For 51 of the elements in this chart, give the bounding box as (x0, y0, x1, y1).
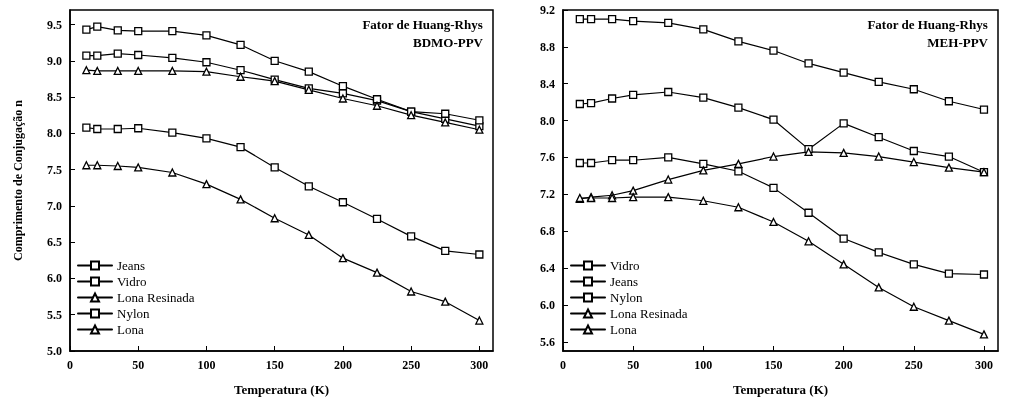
y-tick-label: 9.5 (47, 17, 62, 32)
y-tick-label: 6.0 (47, 271, 62, 286)
y-tick-label: 7.6 (540, 150, 555, 165)
y-tick-label: 5.0 (47, 344, 62, 358)
y-tick-label: 8.0 (540, 113, 555, 128)
y-tick-label: 6.8 (540, 224, 555, 239)
x-tick-label: 0 (67, 358, 73, 372)
y-tick-label: 9.0 (47, 53, 62, 68)
y-tick-label: 6.0 (540, 297, 555, 312)
legend-label: Nylon (610, 290, 643, 305)
y-tick-label: 6.4 (540, 261, 555, 276)
legend-label: Vidro (610, 258, 640, 273)
x-tick-label: 100 (694, 358, 713, 372)
x-tick-label: 150 (265, 358, 284, 372)
x-tick-label: 0 (560, 358, 566, 372)
x-tick-label: 100 (197, 358, 216, 372)
legend-label: Vidro (117, 274, 147, 289)
x-axis-title: Temperatura (K) (732, 382, 829, 397)
x-tick-label: 300 (974, 358, 993, 372)
y-tick-label: 8.8 (540, 39, 555, 54)
x-tick-label: 150 (764, 358, 783, 372)
y-tick-label: 8.5 (47, 90, 62, 105)
x-tick-label: 200 (834, 358, 853, 372)
y-axis-title: Comprimento de Conjugação n (11, 99, 25, 261)
legend-label: Jeans (610, 274, 639, 289)
x-tick-label: 200 (333, 358, 352, 372)
x-tick-label: 50 (627, 358, 640, 372)
legend-label: Lona Resinada (610, 306, 688, 321)
annotation: MEH-PPV (927, 35, 989, 50)
legend-label: Lona Resinada (117, 290, 195, 305)
y-tick-label: 6.5 (47, 235, 62, 250)
x-axis-title: Temperatura (K) (233, 382, 330, 397)
legend-label: Jeans (117, 258, 146, 273)
legend-label: Lona (610, 322, 637, 337)
x-tick-label: 250 (904, 358, 923, 372)
legend-label: Lona (117, 322, 144, 337)
x-tick-label: 250 (402, 358, 421, 372)
x-tick-label: 50 (132, 358, 145, 372)
y-tick-label: 5.5 (47, 307, 62, 322)
y-tick-label: 8.0 (47, 126, 62, 141)
y-tick-label: 5.6 (540, 334, 555, 349)
y-tick-label: 7.5 (47, 162, 62, 177)
y-tick-label: 8.4 (540, 76, 555, 91)
y-tick-label: 7.0 (47, 198, 62, 213)
x-tick-label: 300 (470, 358, 489, 372)
y-tick-label: 9.2 (540, 3, 555, 17)
annotation: Fator de Huang-Rhys (867, 17, 988, 32)
legend-label: Nylon (117, 306, 150, 321)
y-tick-label: 7.2 (540, 187, 555, 202)
annotation: BDMO-PPV (412, 35, 484, 50)
annotation: Fator de Huang-Rhys (362, 17, 483, 32)
